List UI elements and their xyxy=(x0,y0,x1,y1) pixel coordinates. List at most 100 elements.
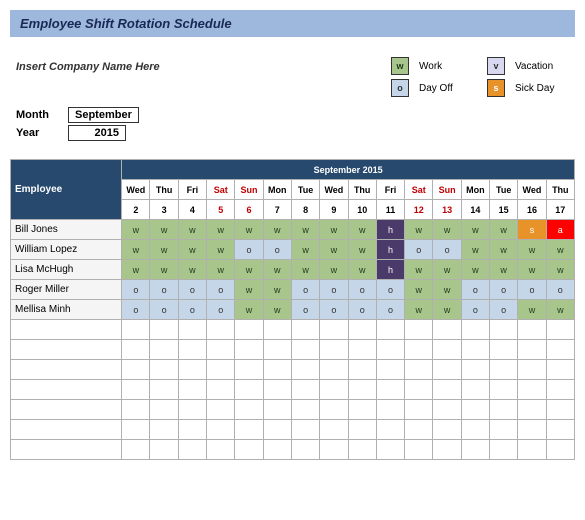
shift-cell[interactable]: o xyxy=(178,280,206,300)
shift-cell[interactable]: w xyxy=(235,300,263,320)
empty-shift-cell[interactable] xyxy=(178,360,206,380)
empty-shift-cell[interactable] xyxy=(150,420,178,440)
shift-cell[interactable]: a xyxy=(546,220,574,240)
empty-shift-cell[interactable] xyxy=(348,400,376,420)
shift-cell[interactable]: w xyxy=(150,260,178,280)
empty-shift-cell[interactable] xyxy=(320,360,348,380)
empty-shift-cell[interactable] xyxy=(433,320,461,340)
empty-shift-cell[interactable] xyxy=(433,440,461,460)
empty-shift-cell[interactable] xyxy=(490,340,518,360)
shift-cell[interactable]: o xyxy=(122,280,150,300)
shift-cell[interactable]: o xyxy=(461,300,489,320)
empty-shift-cell[interactable] xyxy=(207,340,235,360)
empty-shift-cell[interactable] xyxy=(320,380,348,400)
shift-cell[interactable]: o xyxy=(461,280,489,300)
empty-shift-cell[interactable] xyxy=(461,320,489,340)
shift-cell[interactable]: w xyxy=(320,220,348,240)
empty-shift-cell[interactable] xyxy=(376,440,404,460)
shift-cell[interactable]: w xyxy=(235,220,263,240)
shift-cell[interactable]: w xyxy=(518,260,546,280)
empty-shift-cell[interactable] xyxy=(348,440,376,460)
empty-shift-cell[interactable] xyxy=(405,340,433,360)
shift-cell[interactable]: w xyxy=(461,240,489,260)
shift-cell[interactable]: w xyxy=(546,260,574,280)
empty-shift-cell[interactable] xyxy=(150,320,178,340)
shift-cell[interactable]: w xyxy=(405,220,433,240)
empty-shift-cell[interactable] xyxy=(376,400,404,420)
empty-shift-cell[interactable] xyxy=(433,340,461,360)
shift-cell[interactable]: o xyxy=(207,300,235,320)
shift-cell[interactable]: w xyxy=(348,220,376,240)
empty-shift-cell[interactable] xyxy=(546,380,574,400)
employee-name[interactable]: Bill Jones xyxy=(11,220,122,240)
empty-shift-cell[interactable] xyxy=(122,420,150,440)
empty-shift-cell[interactable] xyxy=(178,320,206,340)
shift-cell[interactable]: w xyxy=(433,220,461,240)
shift-cell[interactable]: w xyxy=(263,220,291,240)
empty-shift-cell[interactable] xyxy=(490,380,518,400)
shift-cell[interactable]: w xyxy=(122,260,150,280)
empty-shift-cell[interactable] xyxy=(122,440,150,460)
empty-shift-cell[interactable] xyxy=(235,420,263,440)
shift-cell[interactable]: o xyxy=(376,280,404,300)
shift-cell[interactable]: w xyxy=(235,260,263,280)
shift-cell[interactable]: w xyxy=(263,260,291,280)
empty-shift-cell[interactable] xyxy=(320,400,348,420)
shift-cell[interactable]: o xyxy=(433,240,461,260)
shift-cell[interactable]: w xyxy=(405,300,433,320)
shift-cell[interactable]: w xyxy=(291,240,319,260)
shift-cell[interactable]: w xyxy=(518,300,546,320)
empty-shift-cell[interactable] xyxy=(461,360,489,380)
empty-shift-cell[interactable] xyxy=(122,360,150,380)
month-input[interactable]: September xyxy=(68,107,139,123)
empty-shift-cell[interactable] xyxy=(433,420,461,440)
shift-cell[interactable]: o xyxy=(178,300,206,320)
empty-shift-cell[interactable] xyxy=(291,440,319,460)
empty-shift-cell[interactable] xyxy=(150,340,178,360)
empty-employee-cell[interactable] xyxy=(11,360,122,380)
shift-cell[interactable]: o xyxy=(207,280,235,300)
empty-shift-cell[interactable] xyxy=(291,360,319,380)
empty-shift-cell[interactable] xyxy=(518,360,546,380)
empty-shift-cell[interactable] xyxy=(122,400,150,420)
empty-shift-cell[interactable] xyxy=(376,360,404,380)
empty-shift-cell[interactable] xyxy=(348,360,376,380)
empty-employee-cell[interactable] xyxy=(11,440,122,460)
empty-shift-cell[interactable] xyxy=(490,320,518,340)
empty-shift-cell[interactable] xyxy=(291,340,319,360)
shift-cell[interactable]: w xyxy=(490,240,518,260)
empty-shift-cell[interactable] xyxy=(207,420,235,440)
empty-shift-cell[interactable] xyxy=(291,380,319,400)
shift-cell[interactable]: h xyxy=(376,220,404,240)
empty-shift-cell[interactable] xyxy=(150,440,178,460)
shift-cell[interactable]: o xyxy=(348,280,376,300)
shift-cell[interactable]: w xyxy=(150,220,178,240)
empty-shift-cell[interactable] xyxy=(546,340,574,360)
empty-shift-cell[interactable] xyxy=(235,360,263,380)
empty-shift-cell[interactable] xyxy=(433,400,461,420)
shift-cell[interactable]: w xyxy=(235,280,263,300)
shift-cell[interactable]: o xyxy=(122,300,150,320)
empty-employee-cell[interactable] xyxy=(11,420,122,440)
empty-shift-cell[interactable] xyxy=(178,400,206,420)
empty-shift-cell[interactable] xyxy=(263,420,291,440)
shift-cell[interactable]: o xyxy=(348,300,376,320)
shift-cell[interactable]: w xyxy=(122,220,150,240)
shift-cell[interactable]: o xyxy=(376,300,404,320)
empty-shift-cell[interactable] xyxy=(461,380,489,400)
empty-shift-cell[interactable] xyxy=(376,380,404,400)
shift-cell[interactable]: o xyxy=(405,240,433,260)
shift-cell[interactable]: h xyxy=(376,260,404,280)
empty-shift-cell[interactable] xyxy=(376,340,404,360)
empty-shift-cell[interactable] xyxy=(150,380,178,400)
empty-employee-cell[interactable] xyxy=(11,340,122,360)
empty-shift-cell[interactable] xyxy=(235,440,263,460)
shift-cell[interactable]: w xyxy=(207,240,235,260)
empty-shift-cell[interactable] xyxy=(405,400,433,420)
empty-shift-cell[interactable] xyxy=(490,420,518,440)
empty-shift-cell[interactable] xyxy=(518,440,546,460)
empty-shift-cell[interactable] xyxy=(490,400,518,420)
shift-cell[interactable]: w xyxy=(348,240,376,260)
empty-shift-cell[interactable] xyxy=(348,320,376,340)
shift-cell[interactable]: w xyxy=(178,260,206,280)
